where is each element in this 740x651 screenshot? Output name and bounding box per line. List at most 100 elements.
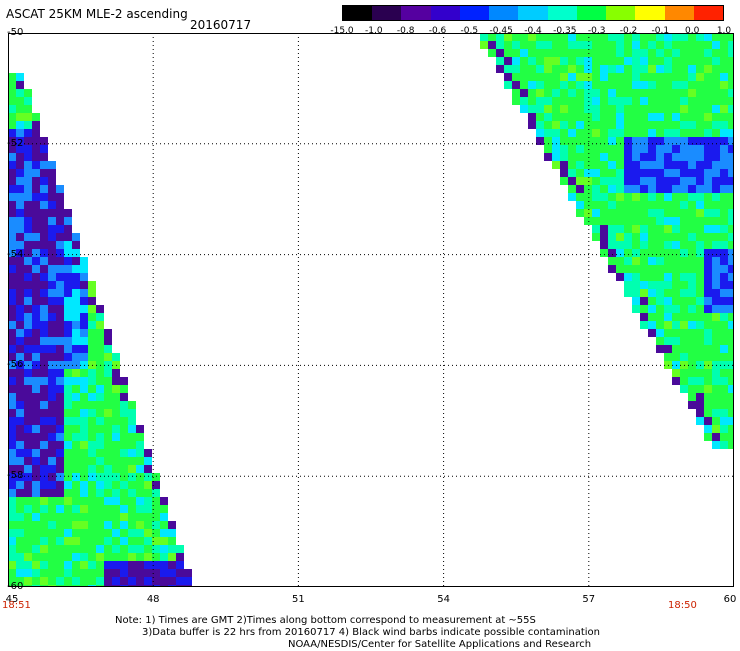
wind-cell xyxy=(104,521,112,529)
wind-cell xyxy=(624,137,632,145)
wind-cell xyxy=(640,185,648,193)
wind-cell xyxy=(112,465,120,473)
wind-cell xyxy=(112,545,120,553)
wind-cell xyxy=(624,249,632,257)
wind-cell xyxy=(656,345,664,353)
wind-cell xyxy=(688,225,696,233)
wind-cell xyxy=(584,129,592,137)
wind-cell xyxy=(688,217,696,225)
wind-cell xyxy=(40,305,48,313)
wind-cell xyxy=(152,497,160,505)
wind-cell xyxy=(712,137,720,145)
wind-cell xyxy=(600,249,608,257)
wind-cell xyxy=(584,217,592,225)
wind-cell xyxy=(80,465,88,473)
wind-cell xyxy=(728,49,734,57)
wind-cell xyxy=(56,233,64,241)
wind-cell xyxy=(624,257,632,265)
wind-cell xyxy=(664,65,672,73)
wind-cell xyxy=(712,161,720,169)
wind-cell xyxy=(640,57,648,65)
wind-cell xyxy=(696,377,704,385)
wind-cell xyxy=(680,113,688,121)
wind-cell xyxy=(680,385,688,393)
wind-cell xyxy=(128,545,136,553)
wind-cell xyxy=(672,209,680,217)
wind-cell xyxy=(32,497,40,505)
wind-cell xyxy=(104,409,112,417)
wind-cell xyxy=(552,89,560,97)
wind-cell xyxy=(64,313,72,321)
wind-cell xyxy=(680,353,688,361)
wind-cell xyxy=(32,281,40,289)
wind-cell xyxy=(648,241,656,249)
wind-cell xyxy=(112,417,120,425)
wind-cell xyxy=(96,345,104,353)
wind-cell xyxy=(576,185,584,193)
wind-cell xyxy=(656,217,664,225)
wind-cell xyxy=(56,305,64,313)
wind-cell xyxy=(664,345,672,353)
wind-cell xyxy=(568,145,576,153)
wind-cell xyxy=(56,537,64,545)
wind-cell xyxy=(72,529,80,537)
wind-cell xyxy=(8,217,16,225)
wind-cell xyxy=(480,33,488,41)
wind-cell xyxy=(680,97,688,105)
wind-cell xyxy=(120,489,128,497)
wind-cell xyxy=(40,273,48,281)
wind-cell xyxy=(512,73,520,81)
wind-cell xyxy=(168,529,176,537)
wind-cell xyxy=(672,273,680,281)
wind-cell xyxy=(64,393,72,401)
wind-cell xyxy=(104,545,112,553)
wind-cell xyxy=(608,65,616,73)
wind-cell xyxy=(552,65,560,73)
wind-cell xyxy=(48,329,56,337)
wind-cell xyxy=(16,353,24,361)
wind-cell xyxy=(576,81,584,89)
wind-cell xyxy=(648,329,656,337)
wind-cell xyxy=(616,57,624,65)
wind-cell xyxy=(568,41,576,49)
wind-cell xyxy=(24,225,32,233)
wind-cell xyxy=(592,49,600,57)
wind-cell xyxy=(8,513,16,521)
wind-cell xyxy=(672,105,680,113)
wind-cell xyxy=(32,409,40,417)
wind-cell xyxy=(56,473,64,481)
wind-cell xyxy=(592,161,600,169)
wind-cell xyxy=(688,337,696,345)
wind-cell xyxy=(656,257,664,265)
wind-cell xyxy=(112,497,120,505)
wind-cell xyxy=(704,417,712,425)
wind-cell xyxy=(704,201,712,209)
wind-cell xyxy=(624,265,632,273)
wind-cell xyxy=(632,257,640,265)
longitude-label: 48 xyxy=(146,594,160,605)
wind-cell xyxy=(8,153,16,161)
wind-cell xyxy=(560,129,568,137)
wind-cell xyxy=(600,185,608,193)
wind-cell xyxy=(728,81,734,89)
wind-cell xyxy=(8,433,16,441)
wind-cell xyxy=(24,129,32,137)
latitude-label: -52 xyxy=(7,137,24,149)
wind-cell xyxy=(152,545,160,553)
wind-cell xyxy=(584,49,592,57)
wind-cell xyxy=(96,457,104,465)
wind-cell xyxy=(568,169,576,177)
wind-cell xyxy=(72,337,80,345)
wind-cell xyxy=(64,377,72,385)
wind-cell xyxy=(48,209,56,217)
wind-cell xyxy=(632,209,640,217)
wind-cell xyxy=(112,553,120,561)
wind-cell xyxy=(120,545,128,553)
wind-cell xyxy=(56,337,64,345)
wind-cell xyxy=(40,249,48,257)
wind-cell xyxy=(24,425,32,433)
wind-cell xyxy=(672,281,680,289)
wind-cell xyxy=(136,425,144,433)
wind-cell xyxy=(552,113,560,121)
wind-cell xyxy=(600,89,608,97)
